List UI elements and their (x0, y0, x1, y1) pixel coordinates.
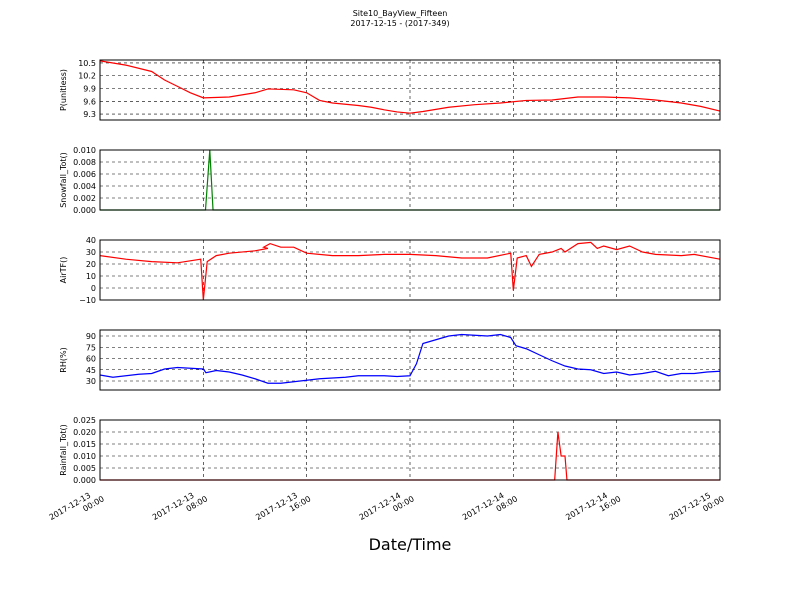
y-tick-label: 0.002 (73, 194, 96, 203)
y-tick-label: 9.3 (83, 110, 96, 119)
y-tick-label: 0.006 (73, 170, 96, 179)
y-tick-label: 0.010 (73, 146, 96, 155)
y-tick-label: 0.025 (73, 416, 96, 425)
x-tick-label: 2017-12-1300:00 (48, 486, 106, 530)
y-tick-label: 9.6 (83, 97, 96, 106)
y-tick-label: −10 (79, 296, 96, 305)
x-tick-label: 2017-12-1308:00 (151, 486, 209, 530)
y-axis-label: AirTF() (59, 257, 68, 284)
y-tick-label: 30 (86, 377, 96, 386)
y-tick-label: 10 (86, 272, 96, 281)
y-tick-label: 40 (86, 236, 96, 245)
y-tick-label: 45 (86, 366, 96, 375)
subtitle: 2017-12-15 - (2017-349) (350, 19, 449, 28)
y-tick-label: 90 (86, 332, 96, 341)
y-tick-label: 0.010 (73, 452, 96, 461)
data-line (99, 333, 721, 384)
plot-frame (99, 59, 721, 121)
data-line (99, 241, 721, 301)
x-tick-label: 2017-12-1416:00 (564, 486, 622, 530)
x-axis-label: Date/Time (369, 535, 452, 554)
plot-frame (99, 419, 721, 481)
y-tick-label: 0.000 (73, 476, 96, 485)
y-tick-label: 60 (86, 355, 96, 364)
y-axis-label: P(unitless) (59, 69, 68, 111)
plot-frame (99, 239, 721, 301)
y-tick-label: 0.015 (73, 440, 96, 449)
x-tick-label: 2017-12-1400:00 (358, 486, 416, 530)
y-tick-label: 0.000 (73, 206, 96, 215)
x-tick-label: 2017-12-1316:00 (254, 486, 312, 530)
y-tick-label: 30 (86, 248, 96, 257)
x-tick-label: 2017-12-1408:00 (461, 486, 519, 530)
x-tick-label: 2017-12-1500:00 (668, 486, 726, 530)
y-axis-label: RH(%) (59, 347, 68, 372)
y-tick-label: 9.9 (83, 85, 96, 94)
plot-frame (99, 149, 721, 211)
data-line (99, 60, 721, 114)
y-axis-label: Rainfall_Tot() (59, 424, 68, 476)
plot-frame (99, 329, 721, 391)
title: Site10_BayView_Fifteen (353, 9, 448, 18)
y-tick-label: 0.008 (73, 158, 96, 167)
y-tick-label: 10.2 (78, 72, 96, 81)
y-tick-label: 0 (91, 284, 96, 293)
y-tick-label: 0.004 (73, 182, 96, 191)
y-tick-label: 0.020 (73, 428, 96, 437)
y-tick-label: 0.005 (73, 464, 96, 473)
y-tick-label: 75 (86, 343, 96, 352)
y-tick-label: 20 (86, 260, 96, 269)
y-axis-label: Snowfall_Tot() (59, 152, 68, 208)
y-tick-label: 10.5 (78, 59, 96, 68)
